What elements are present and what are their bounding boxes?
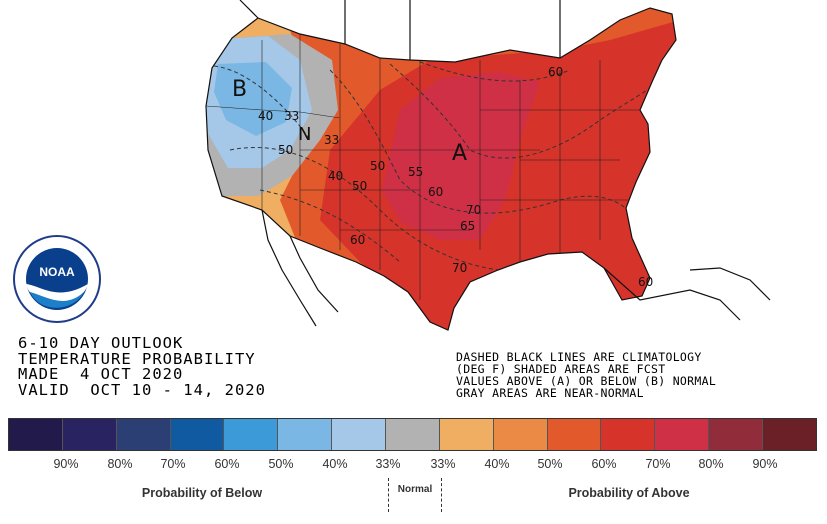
near-normal-letter: N	[298, 124, 311, 145]
normal-divider-right	[441, 478, 442, 512]
legend-tick: 40%	[484, 457, 510, 471]
legend-caption-above: Probability of Above	[568, 486, 690, 500]
contour-label: 65	[460, 219, 475, 233]
contour-label: 70	[452, 261, 467, 275]
legend-swatch	[278, 419, 333, 450]
noaa-logo-text: NOAA	[39, 265, 75, 279]
valid-date: VALID OCT 10 - 14, 2020	[18, 380, 266, 399]
legend-swatch	[439, 419, 494, 450]
contour-label: 50	[370, 159, 385, 173]
note-line: GRAY AREAS ARE NEAR-NORMAL	[456, 386, 644, 400]
contour-label: 40	[258, 109, 273, 123]
legend-tick: 70%	[160, 457, 186, 471]
outlook-title-block: 6-10 DAY OUTLOOK TEMPERATURE PROBABILITY M…	[18, 334, 266, 399]
legend-tick: 60%	[214, 457, 240, 471]
contour-label: 50	[278, 143, 293, 157]
legend-swatch	[332, 419, 387, 450]
legend-tick: 40%	[322, 457, 348, 471]
contour-label: 70	[466, 203, 481, 217]
contour-labels: 40 33 50 33 50 40 50 55 60 60 70 65 70 6…	[232, 65, 653, 289]
noaa-logo: NOAA	[13, 235, 101, 323]
legend-caption-below: Probability of Below	[141, 486, 263, 500]
legend-swatch	[493, 419, 548, 450]
legend-tick: 80%	[107, 457, 133, 471]
map-notes: DASHED BLACK LINES ARE CLIMATOLOGY (DEG F…	[456, 351, 716, 399]
legend-swatch	[62, 419, 117, 450]
legend-tick: 50%	[268, 457, 294, 471]
contour-label: 60	[350, 233, 365, 247]
title-line: TEMPERATURE PROBABILITY	[18, 349, 256, 368]
legend-caption-normal: Normal	[397, 484, 433, 495]
contour-label: 60	[638, 275, 653, 289]
legend-tick: 70%	[645, 457, 671, 471]
coastline	[205, 0, 771, 331]
state-borders	[206, 34, 640, 300]
contour-label: 33	[284, 109, 299, 123]
legend-swatch	[116, 419, 171, 450]
legend-tick: 60%	[591, 457, 617, 471]
legend-swatch	[709, 419, 764, 450]
legend-tick: 50%	[537, 457, 563, 471]
note-line: DASHED BLACK LINES ARE CLIMATOLOGY	[456, 350, 702, 364]
contour-label: 40	[328, 169, 343, 183]
probability-shading	[206, 8, 676, 330]
legend-tick: 33%	[430, 457, 456, 471]
legend-swatch	[386, 419, 440, 450]
legend-swatch	[601, 419, 656, 450]
contour-label: 60	[548, 65, 563, 79]
legend-swatch	[547, 419, 602, 450]
made-date: MADE 4 OCT 2020	[18, 365, 184, 383]
title-line: 6-10 DAY OUTLOOK	[18, 334, 184, 352]
legend-swatch	[170, 419, 225, 450]
legend-swatch	[224, 419, 279, 450]
legend-tick: 90%	[53, 457, 79, 471]
legend-tick: 90%	[752, 457, 778, 471]
normal-divider-left	[388, 478, 389, 512]
below-normal-letter: B	[232, 77, 247, 102]
legend-color-bar	[8, 418, 817, 451]
contour-label: 55	[408, 165, 423, 179]
note-line: (DEG F) SHADED AREAS ARE FCST	[456, 362, 666, 376]
above-normal-letter: A	[452, 141, 467, 166]
legend-tick: 80%	[698, 457, 724, 471]
contour-label: 50	[352, 179, 367, 193]
legend-tick: 33%	[375, 457, 401, 471]
legend-swatch	[9, 419, 63, 450]
note-line: VALUES ABOVE (A) OR BELOW (B) NORMAL	[456, 374, 717, 388]
outlook-map: 40 33 50 33 50 40 50 55 60 60 70 65 70 6…	[205, 0, 771, 331]
legend-swatch	[655, 419, 710, 450]
contour-label: 33	[324, 133, 339, 147]
legend-swatch	[763, 419, 816, 450]
contour-label: 60	[428, 185, 443, 199]
